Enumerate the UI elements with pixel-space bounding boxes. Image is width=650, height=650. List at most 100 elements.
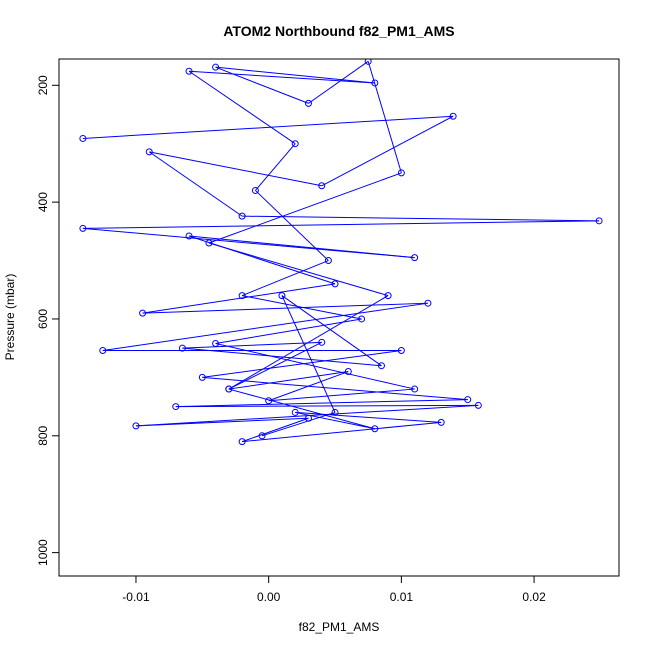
data-point — [371, 79, 379, 87]
chart-title: ATOM2 Northbound f82_PM1_AMS — [223, 23, 454, 39]
y-axis-label: Pressure (mbar) — [3, 274, 17, 361]
data-point — [185, 232, 193, 240]
series-line-segment — [142, 283, 336, 314]
data-point — [318, 182, 326, 190]
data-point — [79, 134, 87, 142]
series-line-segment — [189, 70, 375, 84]
data-point — [291, 408, 299, 416]
series-line-segment — [228, 388, 375, 430]
series-line-segment — [215, 66, 309, 104]
data-point — [397, 169, 405, 177]
x-tick-label: 0.00 — [257, 590, 281, 604]
series-line-segment — [255, 190, 329, 261]
series-line-segment — [281, 295, 382, 367]
x-tick-label: -0.01 — [122, 590, 150, 604]
data-point — [258, 432, 266, 440]
data-point — [331, 408, 339, 416]
series-line-segment — [215, 318, 362, 344]
data-point — [178, 344, 186, 352]
data-point — [304, 99, 312, 107]
data-point — [464, 396, 472, 404]
series-line-segment — [208, 242, 389, 297]
series-line-segment — [268, 388, 415, 402]
series-line-segment — [281, 295, 336, 413]
series-line-segment — [321, 115, 454, 187]
series-line-segment — [208, 172, 402, 244]
data-point — [371, 425, 379, 433]
series-line-segment — [148, 151, 243, 217]
data-point — [205, 239, 213, 247]
data-point — [278, 292, 286, 300]
series-line-segment — [102, 302, 428, 352]
series-line-segment — [228, 295, 389, 390]
series-line-segment — [188, 70, 296, 145]
y-tick-label: 400 — [36, 192, 50, 212]
data-point — [377, 362, 385, 370]
x-axis: -0.01 0.00 0.01 0.02 — [122, 576, 546, 604]
series-line-segment — [175, 404, 479, 408]
series-line-segment — [255, 143, 296, 191]
data-point — [364, 59, 372, 65]
y-tick-label: 600 — [36, 309, 50, 329]
data-point — [185, 67, 193, 75]
data-point — [238, 292, 246, 300]
data-point — [265, 397, 273, 405]
series-line-segment — [215, 66, 375, 84]
data-point — [411, 254, 419, 262]
series-lines — [82, 60, 600, 443]
plot-frame — [58, 58, 620, 577]
data-point — [238, 212, 246, 220]
data-point — [344, 368, 352, 376]
y-tick-label: 1000 — [36, 539, 50, 566]
data-point — [449, 112, 457, 120]
series-line-segment — [188, 235, 415, 259]
series-line-segment — [242, 295, 362, 320]
series-line-segment — [135, 417, 309, 427]
data-point — [79, 224, 87, 232]
data-point — [132, 422, 140, 430]
x-tick-label: 0.02 — [522, 590, 546, 604]
data-point — [212, 63, 220, 71]
data-point — [397, 347, 405, 355]
x-tick-label: 0.01 — [390, 590, 414, 604]
data-point — [139, 309, 147, 317]
data-point — [358, 315, 366, 323]
data-point — [384, 292, 392, 300]
data-point — [474, 401, 482, 409]
data-point — [304, 414, 312, 422]
series-line-segment — [182, 341, 322, 349]
y-tick-label: 200 — [36, 75, 50, 95]
series-line-segment — [268, 371, 349, 402]
data-point — [172, 403, 180, 411]
data-point — [225, 385, 233, 393]
series-line-segment — [241, 417, 309, 443]
series-line-segment — [142, 302, 428, 314]
series-line-segment — [261, 411, 336, 437]
data-point — [324, 257, 332, 265]
data-point — [99, 347, 107, 355]
series-line-segment — [149, 151, 322, 187]
series-line-segment — [202, 376, 468, 401]
series-line-segment — [228, 371, 349, 390]
data-point — [437, 418, 445, 426]
series-points — [79, 59, 603, 446]
series-line-segment — [82, 220, 600, 229]
data-point — [595, 217, 603, 225]
x-axis-label: f82_PM1_AMS — [299, 620, 380, 634]
series-line-segment — [182, 347, 382, 367]
series-line-segment — [202, 350, 402, 378]
series-line-segment — [242, 421, 442, 443]
series-line-segment — [241, 260, 329, 297]
data-point — [291, 140, 299, 148]
series-line-segment — [215, 343, 415, 390]
data-point — [411, 385, 419, 393]
data-point — [212, 339, 220, 347]
y-tick-label: 800 — [36, 425, 50, 445]
data-point — [238, 438, 246, 446]
data-point — [251, 186, 259, 194]
data-point — [331, 280, 339, 288]
plot-area — [79, 59, 603, 446]
series-line-segment — [367, 61, 402, 174]
data-point — [318, 338, 326, 346]
